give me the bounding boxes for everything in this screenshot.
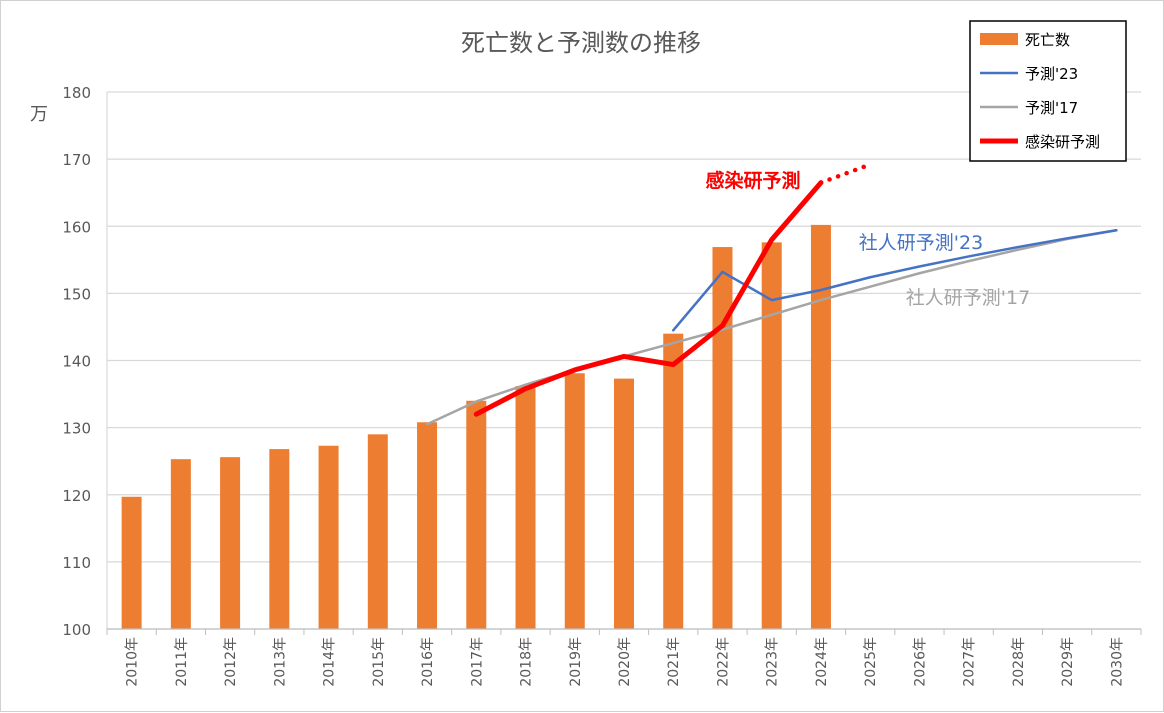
x-tick-label: 2021年	[666, 637, 682, 687]
bar	[663, 333, 684, 629]
y-tick-label: 160	[62, 218, 91, 236]
x-tick-label: 2022年	[715, 637, 731, 687]
x-tick-label: 2030年	[1109, 637, 1125, 687]
x-tick-label: 2026年	[912, 637, 928, 687]
bar	[761, 242, 782, 630]
y-tick-label: 140	[62, 353, 91, 371]
y-tick-label: 170	[62, 151, 91, 169]
x-tick-label: 2024年	[814, 637, 830, 687]
legend-item-yosoku17: 予測'17	[1025, 99, 1078, 117]
bar	[810, 224, 831, 629]
x-tick-label: 2020年	[617, 637, 633, 687]
annotation-shajinken23: 社人研予測'23	[859, 232, 983, 254]
annotation-shajinken17: 社人研予測'17	[906, 287, 1030, 309]
series-line-kansenken	[473, 180, 824, 417]
y-tick-label: 100	[62, 621, 91, 639]
series-line-yosoku17	[425, 229, 1118, 426]
x-tick-label: 2010年	[125, 637, 141, 687]
axes: 100 110 120 130 140 150 160 170 180 2010年 2011年 201…	[62, 84, 1142, 687]
annotation-kansenken: 感染研予測	[705, 169, 800, 192]
x-tick-label: 2017年	[469, 637, 485, 687]
x-tick-label: 2016年	[420, 637, 436, 687]
x-tick-label: 2029年	[1060, 637, 1076, 687]
y-tick-label: 110	[62, 554, 91, 572]
bar	[515, 386, 536, 629]
x-tick-label: 2025年	[863, 637, 879, 687]
bar	[564, 373, 585, 629]
x-tick-label: 2013年	[272, 637, 288, 687]
legend-item-yosoku23: 予測'23	[1025, 65, 1078, 83]
x-tick-label: 2019年	[568, 637, 584, 687]
bar	[170, 459, 191, 629]
y-axis-label: 万	[30, 104, 48, 125]
series-line-kansenken-extension	[818, 162, 873, 185]
legend-item-kansenken: 感染研予測	[1025, 133, 1100, 151]
y-tick-label: 180	[62, 84, 91, 102]
y-tick-label: 120	[62, 487, 91, 505]
bar	[466, 400, 487, 629]
bar	[417, 422, 438, 629]
bar	[121, 496, 142, 629]
x-tick-label: 2018年	[519, 637, 535, 687]
bar	[712, 247, 733, 629]
bar	[367, 434, 388, 629]
x-tick-label: 2027年	[962, 637, 978, 687]
y-tick-label: 130	[62, 420, 91, 438]
line-series	[425, 162, 1118, 426]
x-tick-label: 2011年	[174, 637, 190, 687]
chart-title: 死亡数と予測数の推移	[461, 29, 701, 57]
y-tick-label: 150	[62, 285, 91, 303]
bar-series	[121, 224, 831, 630]
bar	[220, 457, 241, 629]
x-tick-label: 2023年	[765, 637, 781, 687]
x-tick-label: 2014年	[322, 637, 338, 687]
bar	[614, 378, 634, 629]
legend-swatch	[980, 33, 1018, 45]
bar	[318, 445, 339, 629]
x-tick-label: 2012年	[223, 637, 239, 687]
x-tick-label: 2015年	[371, 637, 387, 687]
bar	[269, 449, 290, 629]
legend-item-shibousu: 死亡数	[1025, 31, 1070, 49]
x-tick-label: 2028年	[1011, 637, 1027, 687]
